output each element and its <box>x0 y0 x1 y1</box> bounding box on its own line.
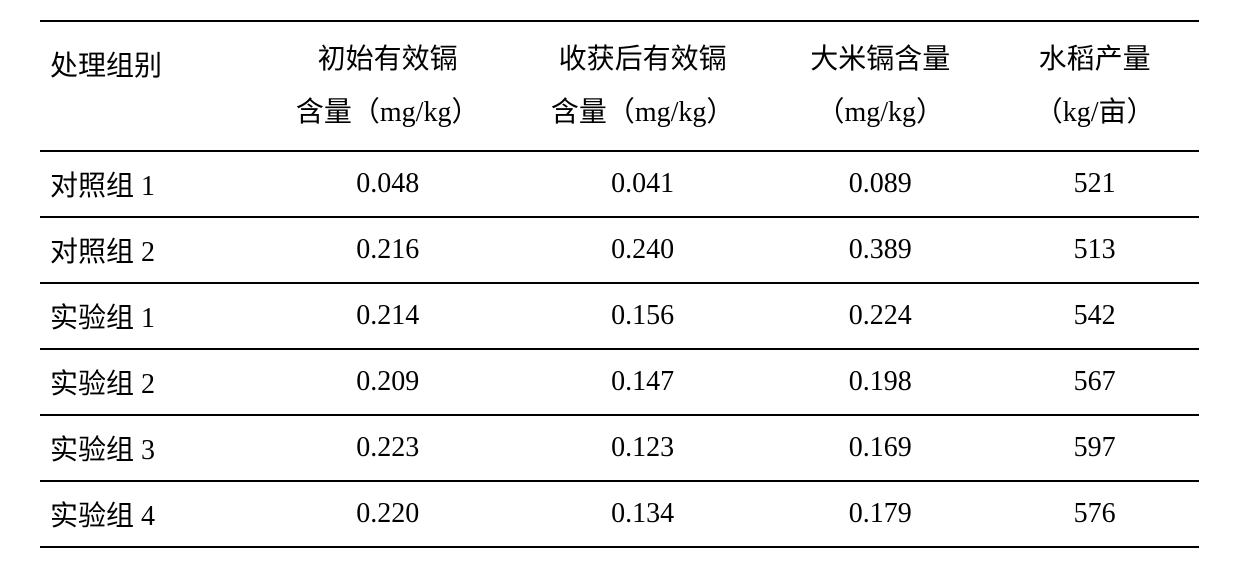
cell-post: 0.240 <box>515 217 770 283</box>
cell-yield: 597 <box>990 415 1199 481</box>
cell-yield: 567 <box>990 349 1199 415</box>
table-row: 对照组 2 0.216 0.240 0.389 513 <box>40 217 1199 283</box>
header-rice-line2: （mg/kg） <box>770 86 990 139</box>
table-header: 处理组别 初始有效镉 含量（mg/kg） 收获后有效镉 含量（mg/kg） 大米… <box>40 21 1199 151</box>
cell-initial: 0.209 <box>260 349 515 415</box>
header-row: 处理组别 初始有效镉 含量（mg/kg） 收获后有效镉 含量（mg/kg） 大米… <box>40 21 1199 151</box>
cell-yield: 542 <box>990 283 1199 349</box>
cell-initial: 0.220 <box>260 481 515 547</box>
header-yield-line2: （kg/亩） <box>990 86 1199 139</box>
header-initial-line1: 初始有效镉 <box>260 33 515 86</box>
cell-initial: 0.214 <box>260 283 515 349</box>
cell-initial: 0.223 <box>260 415 515 481</box>
cell-rice: 0.179 <box>770 481 990 547</box>
cell-group: 实验组 2 <box>40 349 260 415</box>
header-post-line2: 含量（mg/kg） <box>515 86 770 139</box>
header-initial-line2: 含量（mg/kg） <box>260 86 515 139</box>
header-group: 处理组别 <box>40 21 260 151</box>
cell-group: 实验组 3 <box>40 415 260 481</box>
cell-yield: 513 <box>990 217 1199 283</box>
table-row: 实验组 4 0.220 0.134 0.179 576 <box>40 481 1199 547</box>
header-rice-line1: 大米镉含量 <box>770 33 990 86</box>
cell-post: 0.041 <box>515 151 770 217</box>
header-group-line1: 处理组别 <box>50 40 260 93</box>
cell-group: 对照组 1 <box>40 151 260 217</box>
header-rice: 大米镉含量 （mg/kg） <box>770 21 990 151</box>
cell-post: 0.156 <box>515 283 770 349</box>
cell-rice: 0.089 <box>770 151 990 217</box>
cell-post: 0.134 <box>515 481 770 547</box>
header-yield: 水稻产量 （kg/亩） <box>990 21 1199 151</box>
table-row: 实验组 3 0.223 0.123 0.169 597 <box>40 415 1199 481</box>
table-row: 实验组 1 0.214 0.156 0.224 542 <box>40 283 1199 349</box>
table-row: 实验组 2 0.209 0.147 0.198 567 <box>40 349 1199 415</box>
cell-post: 0.123 <box>515 415 770 481</box>
cell-group: 实验组 4 <box>40 481 260 547</box>
header-yield-line1: 水稻产量 <box>990 33 1199 86</box>
cell-rice: 0.169 <box>770 415 990 481</box>
header-post: 收获后有效镉 含量（mg/kg） <box>515 21 770 151</box>
cell-yield: 521 <box>990 151 1199 217</box>
cell-initial: 0.048 <box>260 151 515 217</box>
cell-rice: 0.389 <box>770 217 990 283</box>
header-initial: 初始有效镉 含量（mg/kg） <box>260 21 515 151</box>
cell-group: 实验组 1 <box>40 283 260 349</box>
table-body: 对照组 1 0.048 0.041 0.089 521 对照组 2 0.216 … <box>40 151 1199 547</box>
cell-post: 0.147 <box>515 349 770 415</box>
cell-rice: 0.198 <box>770 349 990 415</box>
cell-group: 对照组 2 <box>40 217 260 283</box>
cell-rice: 0.224 <box>770 283 990 349</box>
cell-initial: 0.216 <box>260 217 515 283</box>
cell-yield: 576 <box>990 481 1199 547</box>
data-table: 处理组别 初始有效镉 含量（mg/kg） 收获后有效镉 含量（mg/kg） 大米… <box>40 20 1199 548</box>
header-post-line1: 收获后有效镉 <box>515 33 770 86</box>
table-row: 对照组 1 0.048 0.041 0.089 521 <box>40 151 1199 217</box>
